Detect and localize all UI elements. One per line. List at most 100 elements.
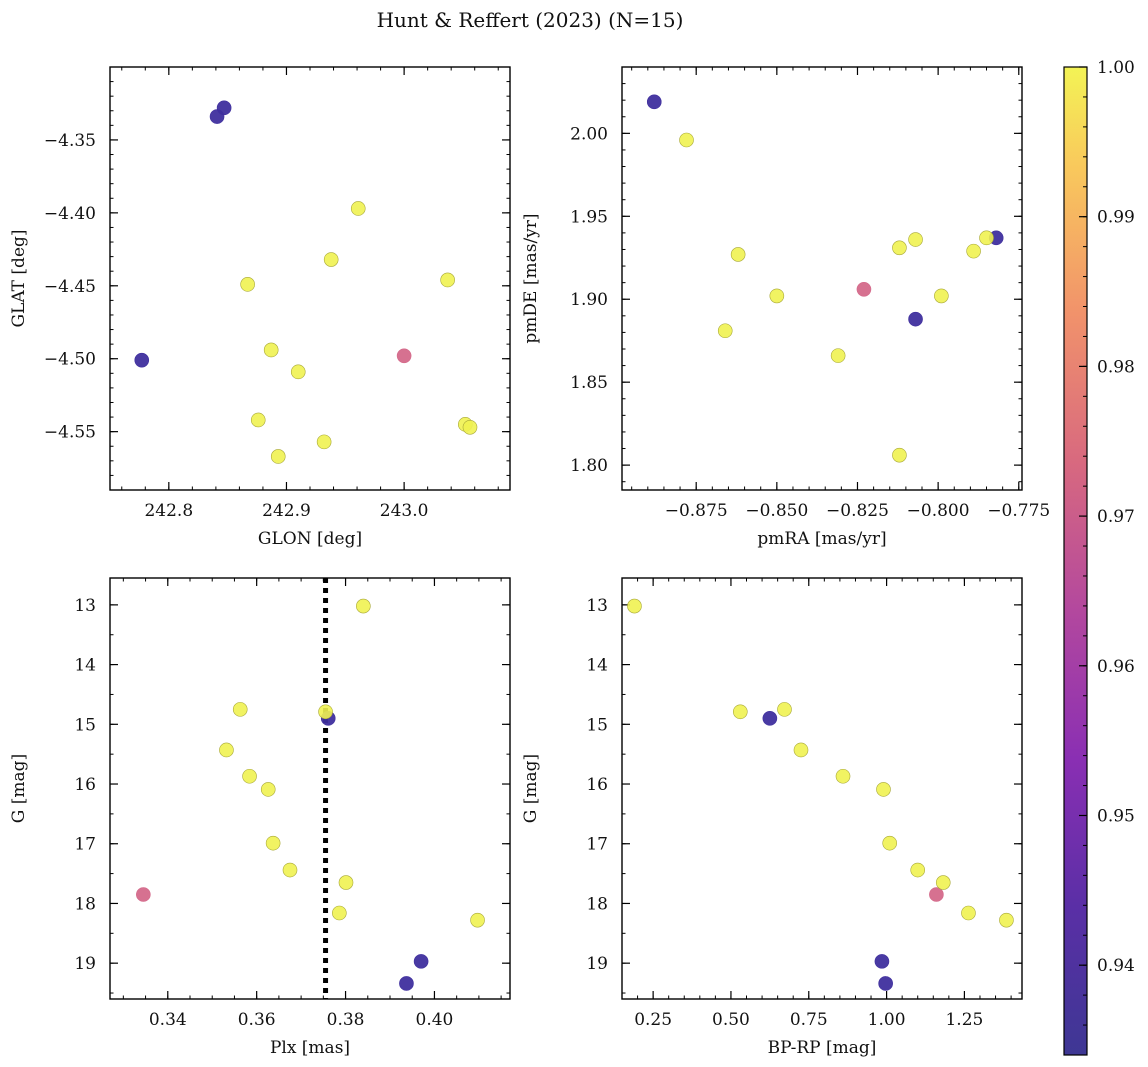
data-point xyxy=(232,702,248,717)
x-tick-label: −0.875 xyxy=(665,501,728,521)
y-tick-label: 18 xyxy=(586,894,608,914)
data-point xyxy=(830,348,846,363)
axes-frame xyxy=(109,66,511,491)
y-axis-label: pmDE [mas/yr] xyxy=(521,213,541,343)
y-tick-label: −4.35 xyxy=(44,131,96,151)
y-tick-label: 15 xyxy=(74,715,96,735)
x-tick-label: 0.75 xyxy=(790,1010,828,1030)
data-point xyxy=(338,875,354,890)
x-tick-label: 0.34 xyxy=(149,1010,187,1030)
data-point xyxy=(646,94,662,110)
y-tick-label: 1.80 xyxy=(570,456,608,476)
data-point xyxy=(732,704,748,720)
data-point xyxy=(270,449,286,464)
data-point xyxy=(240,277,255,292)
y-tick-label: −4.45 xyxy=(44,277,96,297)
y-tick-label: 16 xyxy=(74,775,96,795)
y-tick-label: 1.95 xyxy=(570,207,608,227)
colorbar-tick-label: 1.00 xyxy=(1097,58,1135,78)
x-tick-label: 0.40 xyxy=(416,1010,454,1030)
y-tick-label: 17 xyxy=(74,835,96,855)
colorbar-tick-label: 0.99 xyxy=(1097,208,1135,228)
axes-frame xyxy=(109,577,511,1000)
data-point xyxy=(263,342,279,358)
x-tick-label: −0.825 xyxy=(826,501,889,521)
x-tick-label: 0.38 xyxy=(327,1010,365,1030)
data-point xyxy=(876,782,891,797)
y-tick-label: −4.40 xyxy=(44,204,96,224)
x-axis-label: pmRA [mas/yr] xyxy=(757,529,886,549)
y-tick-label: 13 xyxy=(586,596,608,616)
data-point xyxy=(250,412,266,428)
x-tick-label: −0.800 xyxy=(907,501,970,521)
data-point xyxy=(793,742,809,758)
data-point xyxy=(910,862,926,878)
panel-bottom-right: 0.25 0.50 0.75 1.00 1.25 13 14 15 16 17 18 19 BP-RP … xyxy=(521,577,1023,1058)
y-tick-label: −4.55 xyxy=(44,423,96,443)
x-axis-label: GLON [deg] xyxy=(258,529,362,549)
panel-top-left: 242.8 242.9 243.0 −4.35 −4.40 −4.45 −4.50 −4.55… xyxy=(9,66,511,549)
data-point xyxy=(730,247,746,262)
data-point xyxy=(717,323,733,339)
data-point xyxy=(282,862,298,878)
data-point xyxy=(318,704,333,720)
y-tick-label: 19 xyxy=(74,954,96,974)
colorbar-gradient xyxy=(1063,66,1088,1056)
colorbar-tick-label: 0.98 xyxy=(1097,357,1135,377)
data-point xyxy=(440,272,455,288)
figure-title: Hunt & Reffert (2023) (N=15) xyxy=(377,8,684,32)
y-tick-label: 19 xyxy=(586,954,608,974)
data-point xyxy=(762,711,778,726)
data-point xyxy=(265,835,281,851)
y-tick-label: 1.90 xyxy=(570,290,608,310)
colorbar-tick-label: 0.95 xyxy=(1097,806,1135,826)
colorbar: 0.94 0.95 0.96 0.97 0.98 0.99 1.00 xyxy=(1063,58,1135,1056)
y-tick-label: 14 xyxy=(586,656,608,676)
data-point xyxy=(219,742,234,758)
data-point xyxy=(323,252,339,267)
x-tick-label: 1.25 xyxy=(945,1010,983,1030)
y-axis-label: GLAT [deg] xyxy=(9,229,29,327)
data-point xyxy=(134,352,150,368)
x-tick-label: 0.25 xyxy=(634,1010,672,1030)
data-point xyxy=(216,100,232,116)
x-tick-label: 242.9 xyxy=(262,501,311,521)
x-tick-label: 243.0 xyxy=(380,501,429,521)
data-point xyxy=(260,782,276,797)
data-point xyxy=(316,434,332,450)
data-point xyxy=(413,954,429,969)
data-point xyxy=(399,976,414,991)
data-point xyxy=(908,311,923,327)
data-point xyxy=(470,912,485,928)
data-point xyxy=(777,702,792,717)
data-point xyxy=(835,768,851,784)
data-point xyxy=(892,447,907,463)
y-tick-label: 16 xyxy=(586,775,608,795)
y-tick-label: 18 xyxy=(74,894,96,914)
data-point xyxy=(961,905,976,921)
colorbar-tick-label: 0.96 xyxy=(1097,657,1135,677)
data-point xyxy=(350,201,366,216)
data-point xyxy=(290,364,306,380)
data-point xyxy=(979,230,994,246)
data-point xyxy=(679,132,694,148)
y-tick-label: 17 xyxy=(586,835,608,855)
colorbar-tick-label: 0.97 xyxy=(1097,507,1135,527)
y-tick-label: 2.00 xyxy=(570,124,608,144)
y-tick-label: 15 xyxy=(586,715,608,735)
data-point xyxy=(356,598,371,614)
x-axis-label: BP-RP [mag] xyxy=(768,1038,877,1058)
data-point xyxy=(892,240,907,256)
data-point xyxy=(462,419,478,435)
data-point xyxy=(934,288,949,304)
data-point xyxy=(878,976,893,991)
panel-top-right: −0.875 −0.850 −0.825 −0.800 −0.775 1.80 1.85 1.… xyxy=(521,66,1050,549)
y-tick-label: 14 xyxy=(74,656,96,676)
data-point xyxy=(882,835,898,851)
x-tick-label: −0.775 xyxy=(987,501,1050,521)
x-tick-label: 0.36 xyxy=(238,1010,276,1030)
data-point xyxy=(966,243,981,259)
data-point xyxy=(332,905,347,921)
y-axis-label: G [mag] xyxy=(9,754,29,823)
